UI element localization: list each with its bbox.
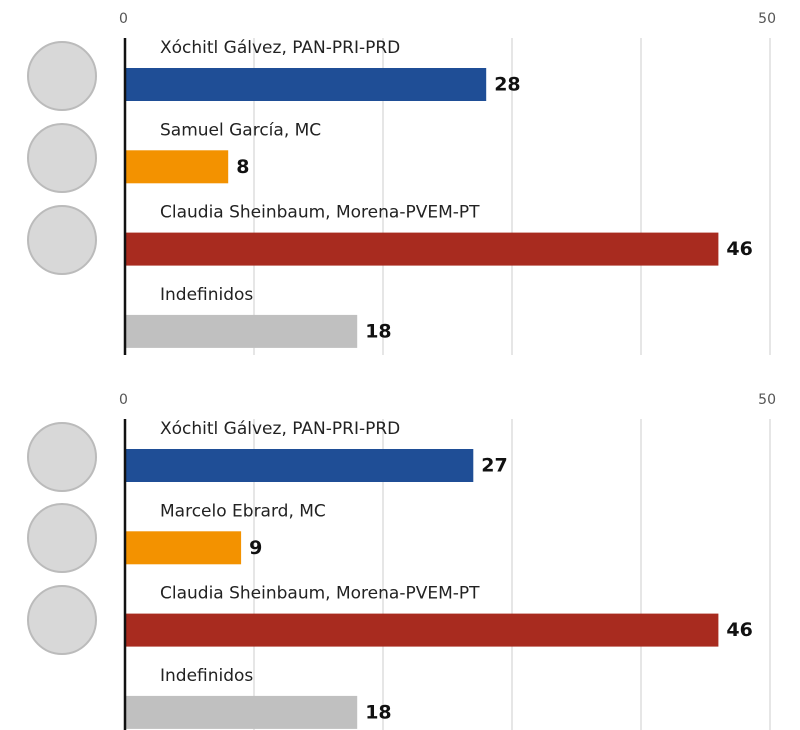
category-label: Indefinidos — [160, 666, 253, 686]
photo — [27, 585, 97, 655]
value-label: 46 — [726, 238, 752, 260]
bar — [125, 531, 242, 565]
category-label: Samuel García, MC — [160, 120, 321, 140]
category-label: Xóchitl Gálvez, PAN-PRI-PRD — [160, 419, 400, 439]
category-label: Marcelo Ebrard, MC — [160, 501, 326, 521]
bar — [125, 150, 229, 184]
photo — [27, 41, 97, 111]
bar — [125, 314, 358, 348]
category-label: Claudia Sheinbaum, Morena-PVEM-PT — [160, 203, 480, 223]
bar — [125, 68, 487, 101]
x-tick-label: 50 — [758, 11, 776, 27]
value-label: 8 — [236, 156, 249, 178]
value-label: 28 — [494, 74, 520, 96]
photo — [27, 123, 97, 193]
category-label: Claudia Sheinbaum, Morena-PVEM-PT — [160, 584, 480, 604]
value-label: 9 — [249, 537, 262, 559]
value-label: 27 — [481, 455, 507, 477]
bar — [125, 695, 358, 729]
value-label: 18 — [365, 320, 391, 342]
category-label: Xóchitl Gálvez, PAN-PRI-PRD — [160, 38, 400, 58]
photo — [27, 205, 97, 275]
bar — [125, 449, 474, 482]
photos — [27, 41, 97, 655]
bar — [125, 232, 719, 266]
value-label: 18 — [365, 701, 391, 723]
x-tick-label: 50 — [758, 392, 776, 408]
photo — [27, 503, 97, 573]
bar — [125, 613, 719, 647]
photo — [27, 422, 97, 492]
category-label: Indefinidos — [160, 285, 253, 305]
x-tick-label: 0 — [119, 11, 128, 27]
value-label: 46 — [726, 619, 752, 641]
x-tick-label: 0 — [119, 392, 128, 408]
